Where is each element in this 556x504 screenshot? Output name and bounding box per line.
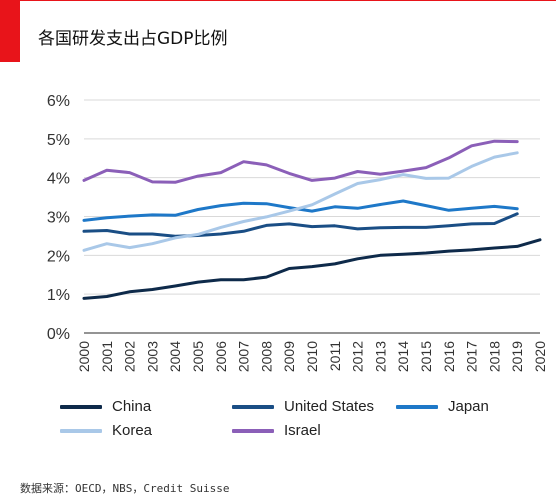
x-tick-label: 2017 <box>464 341 480 372</box>
legend-label-china: China <box>112 398 152 415</box>
x-tick-label: 2019 <box>509 341 525 372</box>
header-rule <box>20 0 556 1</box>
chart-title: 各国研发支出占GDP比例 <box>38 29 228 49</box>
title-accent-bar <box>0 0 20 62</box>
x-tick-label: 2004 <box>167 341 183 372</box>
x-axis-ticks: 2000 2001 2002 2003 2004 2005 2006 2007 2008 2009… <box>76 341 548 372</box>
y-tick-label: 3% <box>47 210 70 227</box>
legend-item-china: China <box>60 398 151 415</box>
x-tick-label: 2007 <box>236 341 252 372</box>
source-note: 数据来源：OECD，NBS，Credit Suisse <box>20 482 230 495</box>
x-tick-label: 2006 <box>213 341 229 372</box>
x-tick-label: 2008 <box>258 341 274 372</box>
series-line-china <box>82 238 542 300</box>
y-axis-ticks: 0% 1% 2% 3% 4% 5% 6% <box>47 93 70 343</box>
series-line-israel <box>82 139 519 184</box>
legend-swatch-israel <box>232 428 274 433</box>
y-tick-label: 1% <box>47 287 70 304</box>
legend-label-japan: Japan <box>448 398 489 415</box>
x-tick-label: 2020 <box>532 341 548 372</box>
legend-item-united-states: United States <box>232 398 374 415</box>
x-tick-label: 2000 <box>76 341 92 372</box>
x-tick-label: 2002 <box>122 341 138 372</box>
x-tick-label: 2009 <box>281 341 297 372</box>
gridlines <box>84 99 540 334</box>
x-tick-label: 2016 <box>441 341 457 372</box>
legend-label-korea: Korea <box>112 422 153 439</box>
y-tick-label: 0% <box>47 326 70 343</box>
x-tick-label: 2014 <box>395 341 411 372</box>
y-tick-label: 4% <box>47 171 70 188</box>
legend-swatch-korea <box>60 428 102 433</box>
x-tick-label: 2001 <box>99 341 115 372</box>
x-tick-label: 2005 <box>190 341 206 372</box>
legend: China United States Japan Korea Israel <box>60 398 540 442</box>
series-line-japan <box>82 199 519 222</box>
y-tick-label: 5% <box>47 132 70 149</box>
x-tick-label: 2010 <box>304 341 320 372</box>
legend-item-japan: Japan <box>396 398 489 415</box>
legend-label-israel: Israel <box>284 422 321 439</box>
x-tick-label: 2015 <box>418 341 434 372</box>
y-tick-label: 2% <box>47 248 70 265</box>
x-tick-label: 2018 <box>486 341 502 372</box>
x-tick-label: 2013 <box>372 341 388 372</box>
y-tick-label: 6% <box>47 93 70 110</box>
series-line-united-states <box>82 212 519 238</box>
legend-item-korea: Korea <box>60 422 152 439</box>
x-tick-label: 2011 <box>327 341 343 371</box>
legend-swatch-united-states <box>232 404 274 409</box>
legend-swatch-china <box>60 404 102 409</box>
series-line-korea <box>82 151 519 252</box>
x-tick-label: 2003 <box>144 341 160 372</box>
line-chart: 0%1%2%3%4%5%6% 2000 2001 2002 2003 2004 2005 2… <box>47 93 548 372</box>
legend-swatch-japan <box>396 404 438 409</box>
legend-item-israel: Israel <box>232 422 321 439</box>
legend-label-united-states: United States <box>284 398 375 415</box>
x-tick-label: 2012 <box>350 341 366 372</box>
series-lines <box>82 139 542 300</box>
